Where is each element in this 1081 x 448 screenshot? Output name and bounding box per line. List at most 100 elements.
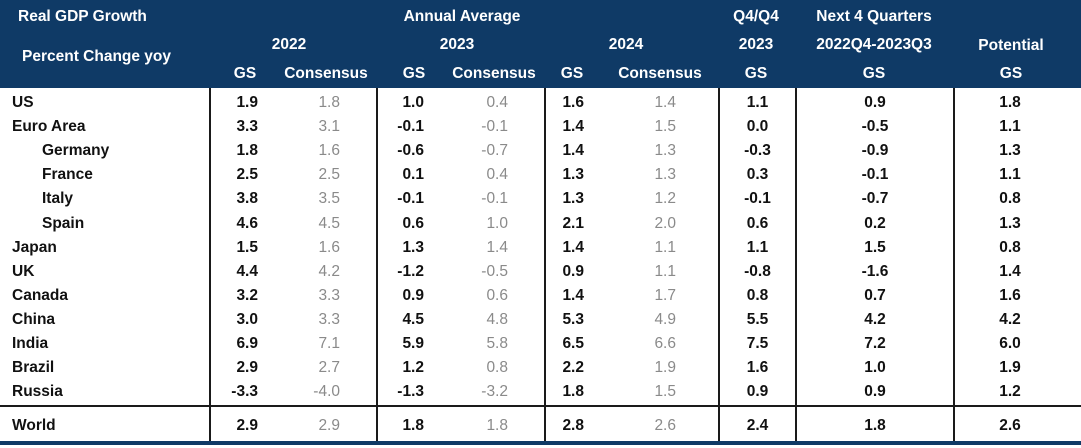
gs-q4q4-cell: -0.1 <box>744 190 771 208</box>
table-row: India 6.9 7.1 5.9 5.8 6.5 6.6 7.5 7.2 6.0 <box>0 332 1081 356</box>
consensus-2023-header: Consensus <box>452 65 536 82</box>
consensus-2022-cell: 2.9 <box>318 417 340 434</box>
gs-2022-cell: 1.9 <box>236 94 258 111</box>
gs-2024-cell: 2.2 <box>562 359 584 377</box>
year-2024-header: 2024 <box>608 36 644 53</box>
gs-potential-cell: 1.9 <box>999 359 1021 377</box>
gs-potential-cell: 1.3 <box>999 214 1021 232</box>
consensus-2023-cell: 1.4 <box>486 238 508 256</box>
consensus-2022-cell: 1.6 <box>318 238 340 256</box>
gs-q4q4-cell: 0.3 <box>746 166 769 184</box>
column-divider <box>209 88 211 444</box>
gs-2024-cell: 1.4 <box>562 286 584 304</box>
gs-next4-cell: 1.5 <box>864 238 886 256</box>
table-row: Japan 1.5 1.6 1.3 1.4 1.4 1.1 1.1 1.5 0.8 <box>0 236 1081 260</box>
gs-q4q4-cell: 0.8 <box>746 286 769 304</box>
consensus-2022-cell: 3.1 <box>318 118 340 136</box>
consensus-2024-cell: 1.5 <box>654 383 676 401</box>
row-label: Italy <box>42 190 74 208</box>
gs-2022-cell: 1.8 <box>236 142 258 160</box>
gs-2022-cell: -3.3 <box>231 383 258 401</box>
table-row: US 1.9 1.8 1.0 0.4 1.6 1.4 1.1 0.9 1.8 <box>0 91 1081 115</box>
gs-2022-cell: 3.8 <box>236 190 258 208</box>
row-label: Germany <box>42 142 110 160</box>
consensus-2022-cell: 3.3 <box>318 286 340 304</box>
gs-2023-cell: -0.1 <box>397 118 424 136</box>
gs-2023-cell: 0.1 <box>402 166 424 184</box>
potential-header: Potential <box>978 37 1044 54</box>
gs-2024-cell: 1.3 <box>562 190 584 208</box>
gs-2023-cell: 1.2 <box>402 359 424 377</box>
consensus-2024-cell: 1.1 <box>654 262 676 280</box>
gs-2022-cell: 2.9 <box>236 417 258 434</box>
gs-2022-cell: 2.9 <box>236 359 258 377</box>
gs-2022-cell: 3.2 <box>236 286 258 304</box>
table-row: Germany 1.8 1.6 -0.6 -0.7 1.4 1.3 -0.3 -0.9 1.3 <box>0 139 1081 163</box>
gs-2023-cell: -1.3 <box>397 383 424 401</box>
column-divider <box>376 88 378 444</box>
table-header: Real GDP Growth Percent Change yoy Annua… <box>0 0 1081 88</box>
gs-2024-cell: 2.1 <box>562 214 584 232</box>
gs-2023-cell: -0.6 <box>397 142 424 160</box>
gs-potential-cell: 6.0 <box>999 335 1021 352</box>
consensus-2024-cell: 2.6 <box>654 417 676 434</box>
gs-potential-cell: 0.8 <box>999 190 1021 208</box>
gs-next4-cell: -0.7 <box>861 190 889 208</box>
table-row: Italy 3.8 3.5 -0.1 -0.1 1.3 1.2 -0.1 -0.7 0.8 <box>0 187 1081 211</box>
gs-2023-cell: 1.0 <box>402 94 424 111</box>
gs-q4q4-cell: 0.9 <box>746 383 769 401</box>
table-row: Spain 4.6 4.5 0.6 1.0 2.1 2.0 0.6 0.2 1.3 <box>0 212 1081 236</box>
consensus-2023-cell: 1.0 <box>486 214 508 232</box>
column-divider <box>953 88 955 444</box>
consensus-2023-cell: 0.4 <box>486 166 508 184</box>
gs-2024-cell: 1.6 <box>562 94 584 111</box>
consensus-2022-header: Consensus <box>284 65 368 82</box>
row-label: France <box>42 166 93 184</box>
consensus-2022-cell: 3.3 <box>318 310 340 328</box>
gs-2024-cell: 6.5 <box>562 335 584 352</box>
consensus-2024-cell: 4.9 <box>654 310 676 328</box>
gs-next4-cell: 4.2 <box>864 310 886 328</box>
gs-next4-cell: 0.2 <box>864 214 886 232</box>
gs-potential-cell: 1.8 <box>999 94 1021 111</box>
gs-q4q4-cell: 7.5 <box>746 335 769 352</box>
consensus-2022-cell: 4.5 <box>318 214 340 232</box>
gs-q4q4-cell: 0.0 <box>746 118 769 136</box>
row-label: World <box>12 417 56 434</box>
consensus-2022-cell: 2.7 <box>318 359 340 377</box>
gs-2024-cell: 1.4 <box>562 142 584 160</box>
column-divider <box>718 88 720 444</box>
row-label: China <box>12 310 56 328</box>
consensus-2023-cell: -0.7 <box>481 142 508 160</box>
gs-next4-cell: 1.0 <box>864 359 886 377</box>
gs-2024-cell: 1.3 <box>562 166 584 184</box>
row-label: India <box>12 335 49 352</box>
world-row: World 2.9 2.9 1.8 1.8 2.8 2.6 2.4 1.8 2.6 <box>0 414 1081 438</box>
gs-next4-cell: 7.2 <box>864 335 886 352</box>
gs-2022-cell: 3.3 <box>236 118 258 136</box>
row-label: Canada <box>12 286 68 304</box>
gs-2022-cell: 1.5 <box>236 238 258 256</box>
year-2022-header: 2022 <box>271 36 307 53</box>
consensus-2024-cell: 1.5 <box>654 118 676 136</box>
gs-potential-cell: 4.2 <box>999 310 1021 328</box>
row-label: Spain <box>42 214 85 232</box>
gs-potential-cell: 1.6 <box>999 286 1021 304</box>
gs-potential-cell: 1.4 <box>999 262 1021 280</box>
consensus-2023-cell: 0.6 <box>486 286 508 304</box>
table-row: France 2.5 2.5 0.1 0.4 1.3 1.3 0.3 -0.1 1.1 <box>0 163 1081 187</box>
consensus-2023-cell: -0.1 <box>481 118 508 136</box>
consensus-2022-cell: 1.6 <box>318 142 340 160</box>
gs-2023-cell: 4.5 <box>402 310 424 328</box>
gs-2022-cell: 4.4 <box>236 262 258 280</box>
consensus-2023-cell: 1.8 <box>486 417 508 434</box>
gs-next4-cell: -0.1 <box>861 166 889 184</box>
gs-next4-cell: -1.6 <box>861 262 889 280</box>
gs-2023-header: GS <box>402 65 426 82</box>
next-4-quarters-range-header: 2022Q4-2023Q3 <box>816 36 932 53</box>
consensus-2024-header: Consensus <box>618 65 702 82</box>
gs-2023-cell: 5.9 <box>402 335 424 352</box>
gs-potential-cell: 1.2 <box>999 383 1021 401</box>
q4q4-year-header: 2023 <box>738 36 774 53</box>
